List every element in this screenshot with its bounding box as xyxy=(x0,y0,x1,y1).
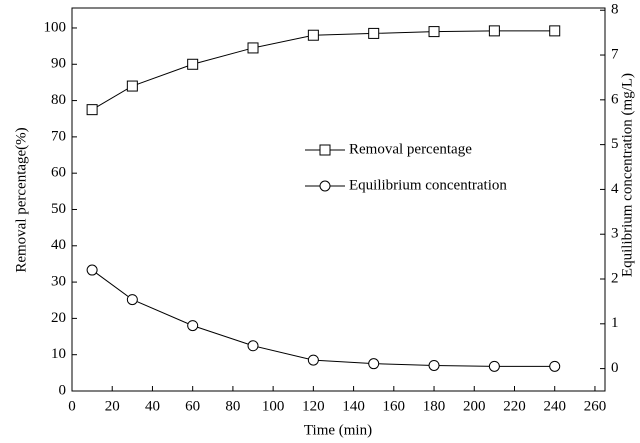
y-tick-label: 20 xyxy=(51,310,66,326)
x-tick-label: 180 xyxy=(423,398,446,414)
legend-label: Equilibrium concentration xyxy=(349,177,507,193)
marker xyxy=(488,360,500,372)
marker xyxy=(428,359,440,371)
marker xyxy=(247,340,259,352)
x-axis-label: Time (min) xyxy=(304,422,372,438)
series-line xyxy=(91,30,555,111)
x-tick-label: 220 xyxy=(503,398,526,414)
y2-tick-label: 8 xyxy=(611,2,619,18)
x-tick-label: 60 xyxy=(185,398,200,414)
marker xyxy=(549,25,561,37)
x-tick-label: 40 xyxy=(145,398,160,414)
x-tick-label: 240 xyxy=(543,398,566,414)
legend-marker xyxy=(319,144,331,156)
y-tick-label: 0 xyxy=(59,382,67,398)
y2-tick-label: 7 xyxy=(611,46,619,62)
x-tick-label: 160 xyxy=(383,398,406,414)
y-tick-label: 90 xyxy=(51,56,66,72)
marker xyxy=(307,29,319,41)
y2-tick-label: 4 xyxy=(611,181,619,197)
x-tick-label: 100 xyxy=(262,398,285,414)
x-tick-label: 120 xyxy=(302,398,325,414)
x-tick-label: 20 xyxy=(105,398,120,414)
marker xyxy=(488,25,500,37)
y2-tick-label: 3 xyxy=(611,226,619,242)
y-tick-label: 80 xyxy=(51,92,66,108)
marker xyxy=(549,360,561,372)
legend-label: Removal percentage xyxy=(349,141,472,157)
x-tick-label: 140 xyxy=(342,398,365,414)
marker xyxy=(126,294,138,306)
y2-axis-label: Equilibrium concentration (mg/L) xyxy=(619,73,635,277)
y-tick-label: 40 xyxy=(51,237,66,253)
x-tick-label: 200 xyxy=(463,398,486,414)
y2-tick-label: 5 xyxy=(611,136,619,152)
y-tick-label: 100 xyxy=(44,19,67,35)
legend-marker xyxy=(319,180,331,192)
x-tick-label: 0 xyxy=(68,398,76,414)
y2-tick-label: 0 xyxy=(611,360,619,376)
marker xyxy=(126,80,138,92)
y-tick-label: 60 xyxy=(51,165,66,181)
marker xyxy=(307,354,319,366)
x-tick-label: 80 xyxy=(225,398,240,414)
series-line xyxy=(91,269,555,367)
marker xyxy=(247,42,259,54)
y-tick-label: 10 xyxy=(51,346,66,362)
y-axis-label: Removal percentage(%) xyxy=(13,127,29,272)
y2-tick-label: 6 xyxy=(611,91,619,107)
marker xyxy=(187,320,199,332)
x-tick-label: 260 xyxy=(584,398,607,414)
marker xyxy=(86,104,98,116)
y2-tick-label: 2 xyxy=(611,270,619,286)
y2-tick-label: 1 xyxy=(611,315,619,331)
marker xyxy=(368,27,380,39)
marker xyxy=(368,358,380,370)
marker xyxy=(187,58,199,70)
marker xyxy=(428,26,440,38)
y-tick-label: 70 xyxy=(51,128,66,144)
y-tick-label: 30 xyxy=(51,274,66,290)
plot-frame xyxy=(71,7,606,392)
marker xyxy=(86,264,98,276)
y-tick-label: 50 xyxy=(51,201,66,217)
